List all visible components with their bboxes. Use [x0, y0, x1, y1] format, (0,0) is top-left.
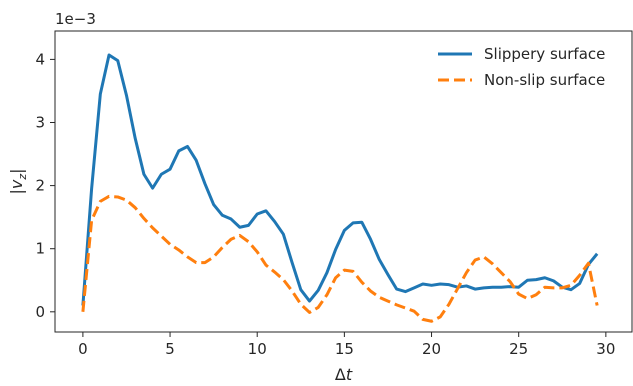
x-tick-label: 15: [335, 340, 354, 358]
plot-frame: [54, 30, 633, 333]
y-offset-label: 1e−3: [55, 10, 96, 28]
x-tick-label: 5: [165, 340, 175, 358]
x-tick-label: 10: [248, 340, 267, 358]
series-line-2: [81, 194, 599, 323]
x-tick-label: 0: [78, 340, 88, 358]
y-tick-label: 2: [35, 177, 45, 195]
y-tick-label: 1: [35, 240, 45, 258]
legend-label: Non-slip surface: [484, 71, 605, 89]
x-axis-label: Δt: [335, 365, 353, 384]
y-axis-label: |vz|: [7, 168, 29, 194]
x-tick-label: 30: [596, 340, 615, 358]
x-tick-label: 25: [509, 340, 528, 358]
axes-layer: 0 5 10 15 20 25 30 0 1 2 3 4: [35, 50, 615, 358]
series-line-1: [81, 53, 599, 306]
y-tick-label: 0: [35, 303, 45, 321]
y-tick-label: 4: [35, 50, 45, 68]
legend: Slippery surface Non-slip surface: [438, 45, 605, 89]
plot-area: [54, 30, 633, 333]
x-tick-label: 20: [422, 340, 441, 358]
legend-label: Slippery surface: [484, 45, 605, 63]
y-tick-label: 3: [35, 113, 45, 131]
series-layer: [81, 53, 599, 323]
